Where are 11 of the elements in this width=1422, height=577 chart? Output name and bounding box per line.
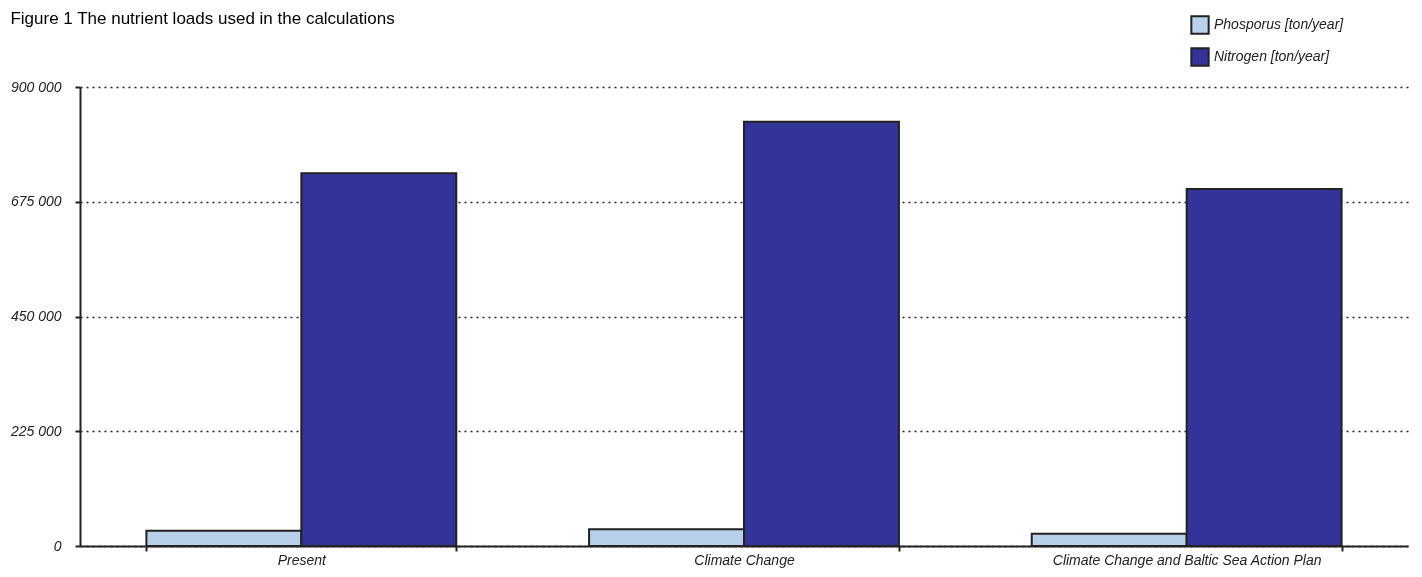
x-tick-label: Climate Change and Baltic Sea Action Plan xyxy=(1052,551,1322,568)
chart-title: Figure 1 The nutrient loads used in the calculations xyxy=(10,9,395,28)
y-tick-label: 225 000 xyxy=(9,422,62,439)
x-tick-label: Present xyxy=(277,551,328,568)
x-tick-label: Climate Change xyxy=(694,551,795,568)
legend-label: Phosporus [ton/year] xyxy=(1214,16,1345,32)
y-tick-label: 675 000 xyxy=(10,193,62,210)
y-tick-label: 900 000 xyxy=(10,78,62,95)
y-tick-label: 450 000 xyxy=(10,308,62,324)
y-tick-label: 0 xyxy=(53,537,62,554)
legend-label: Nitrogen [ton/year] xyxy=(1214,48,1331,64)
